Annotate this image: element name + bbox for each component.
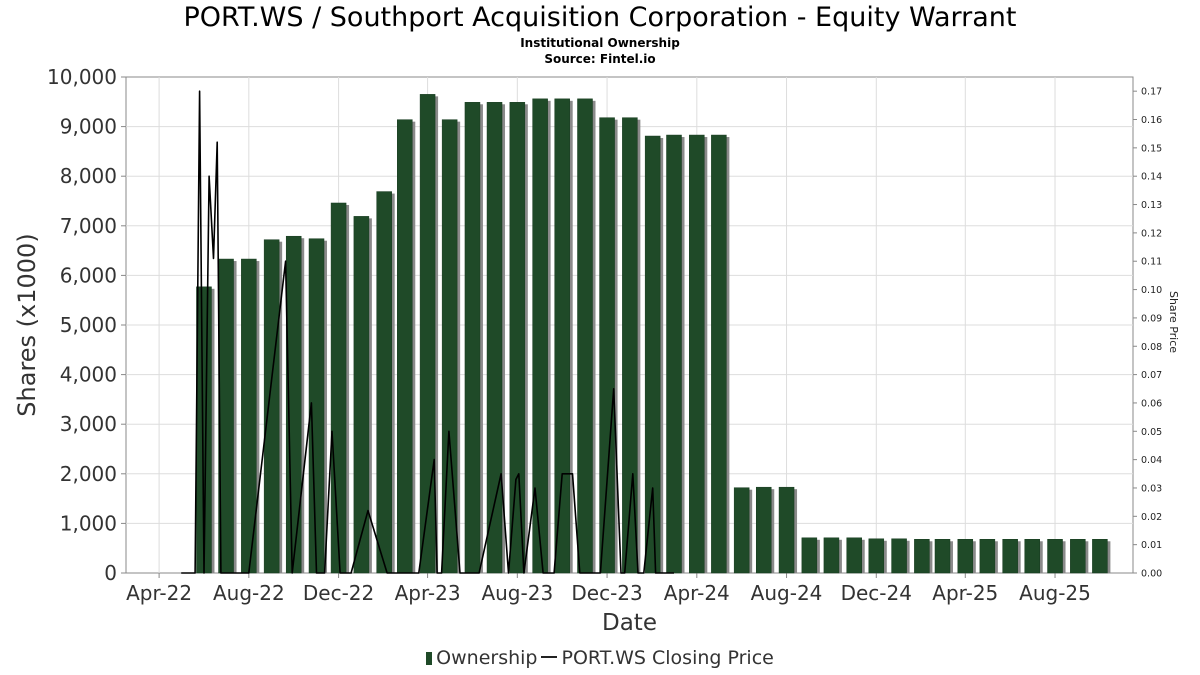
- ownership-bar: [957, 539, 974, 574]
- y-tick-label: 0: [104, 561, 117, 585]
- ownership-bar: [778, 486, 795, 574]
- ownership-bar: [353, 216, 370, 574]
- y2-tick-label: 0.00: [1141, 569, 1162, 580]
- y2-tick-label: 0.06: [1141, 398, 1162, 409]
- ownership-bar: [823, 537, 840, 574]
- ownership-bar: [755, 486, 772, 574]
- y2-tick-label: 0.01: [1141, 540, 1162, 551]
- y2-tick-label: 0.03: [1141, 483, 1162, 494]
- x-tick-label: Dec-22: [303, 581, 374, 605]
- ownership-bar: [689, 134, 705, 574]
- y-axis-title: Shares (x1000): [13, 233, 41, 416]
- ownership-bar: [666, 134, 682, 574]
- ownership-bar: [1092, 539, 1108, 574]
- y2-tick-label: 0.07: [1141, 370, 1162, 381]
- chart-legend: Ownership PORT.WS Closing Price: [0, 647, 1200, 669]
- ownership-bar: [486, 102, 503, 574]
- x-tick-label: Aug-25: [1019, 581, 1091, 605]
- ownership-bar: [330, 202, 347, 574]
- y2-tick-label: 0.17: [1141, 87, 1162, 98]
- ownership-bar: [1002, 539, 1018, 574]
- ownership-bar: [733, 487, 750, 574]
- price-legend-line: [541, 656, 558, 658]
- ownership-bar: [644, 135, 661, 574]
- y-tick-label: 4,000: [60, 363, 117, 387]
- y2-tick-label: 0.09: [1141, 313, 1162, 324]
- ownership-bar: [622, 117, 638, 574]
- ownership-bar: [263, 239, 280, 574]
- y2-tick-label: 0.04: [1141, 455, 1162, 466]
- y-tick-label: 1,000: [60, 511, 117, 535]
- chart-source: Source: Fintel.io: [544, 52, 656, 66]
- ownership-bar: [934, 539, 951, 574]
- y2-tick-label: 0.13: [1141, 200, 1162, 211]
- x-tick-label: Aug-24: [751, 581, 823, 605]
- ownership-bar: [914, 539, 930, 574]
- ownership-legend-swatch: [426, 652, 433, 665]
- x-tick-label: Apr-23: [395, 581, 461, 605]
- price-line: [181, 90, 674, 574]
- chart-title: PORT.WS / Southport Acquisition Corporat…: [183, 2, 1017, 33]
- ownership-bar: [1047, 539, 1063, 574]
- x-tick-label: Aug-23: [481, 581, 553, 605]
- ownership-bar: [711, 134, 727, 574]
- ownership-legend-label: Ownership: [436, 647, 538, 669]
- x-tick-label: Dec-24: [841, 581, 912, 605]
- ownership-bar: [376, 191, 392, 574]
- y-tick-label: 5,000: [60, 313, 117, 337]
- y2-tick-label: 0.15: [1141, 143, 1162, 154]
- y-tick-label: 6,000: [60, 263, 117, 287]
- ownership-bar: [891, 538, 907, 574]
- y2-tick-label: 0.11: [1141, 257, 1162, 268]
- ownership-bar: [554, 98, 570, 574]
- ownership-bar: [464, 102, 481, 574]
- y2-tick-label: 0.14: [1141, 172, 1162, 183]
- ownership-bar: [868, 538, 885, 574]
- ownership-bar: [846, 537, 862, 574]
- ownership-bar: [577, 98, 593, 574]
- y2-tick-label: 0.16: [1141, 115, 1162, 126]
- ownership-bar: [801, 537, 818, 574]
- y2-tick-label: 0.02: [1141, 512, 1162, 523]
- y2-tick-label: 0.08: [1141, 342, 1162, 353]
- ownership-bar: [441, 119, 458, 574]
- x-tick-label: Dec-23: [571, 581, 642, 605]
- ownership-bar: [1024, 539, 1040, 574]
- ownership-bar: [599, 117, 615, 574]
- y-tick-label: 3,000: [60, 412, 117, 436]
- ownership-bar: [509, 102, 526, 574]
- chart-subtitle: Institutional Ownership: [520, 36, 680, 50]
- y-tick-label: 9,000: [60, 115, 117, 139]
- x-axis-title: Date: [602, 610, 657, 636]
- x-tick-label: Apr-24: [664, 581, 730, 605]
- y-tick-label: 7,000: [60, 214, 117, 238]
- y2-tick-label: 0.12: [1141, 228, 1162, 239]
- y2-axis-title: Share Price: [1167, 291, 1180, 353]
- price-legend-label: PORT.WS Closing Price: [561, 647, 774, 669]
- y-tick-label: 2,000: [60, 462, 117, 486]
- x-tick-label: Apr-25: [932, 581, 998, 605]
- ownership-bar: [532, 98, 548, 574]
- ownership-bar: [979, 539, 996, 574]
- y2-tick-label: 0.05: [1141, 427, 1162, 438]
- ownership-bar: [397, 119, 413, 574]
- x-tick-label: Apr-22: [126, 581, 192, 605]
- ownership-bar: [1070, 539, 1086, 574]
- y-tick-label: 8,000: [60, 164, 117, 188]
- y-tick-label: 10,000: [47, 65, 117, 89]
- x-tick-label: Aug-22: [213, 581, 285, 605]
- y2-tick-label: 0.10: [1141, 285, 1162, 296]
- ownership-bar: [419, 94, 436, 574]
